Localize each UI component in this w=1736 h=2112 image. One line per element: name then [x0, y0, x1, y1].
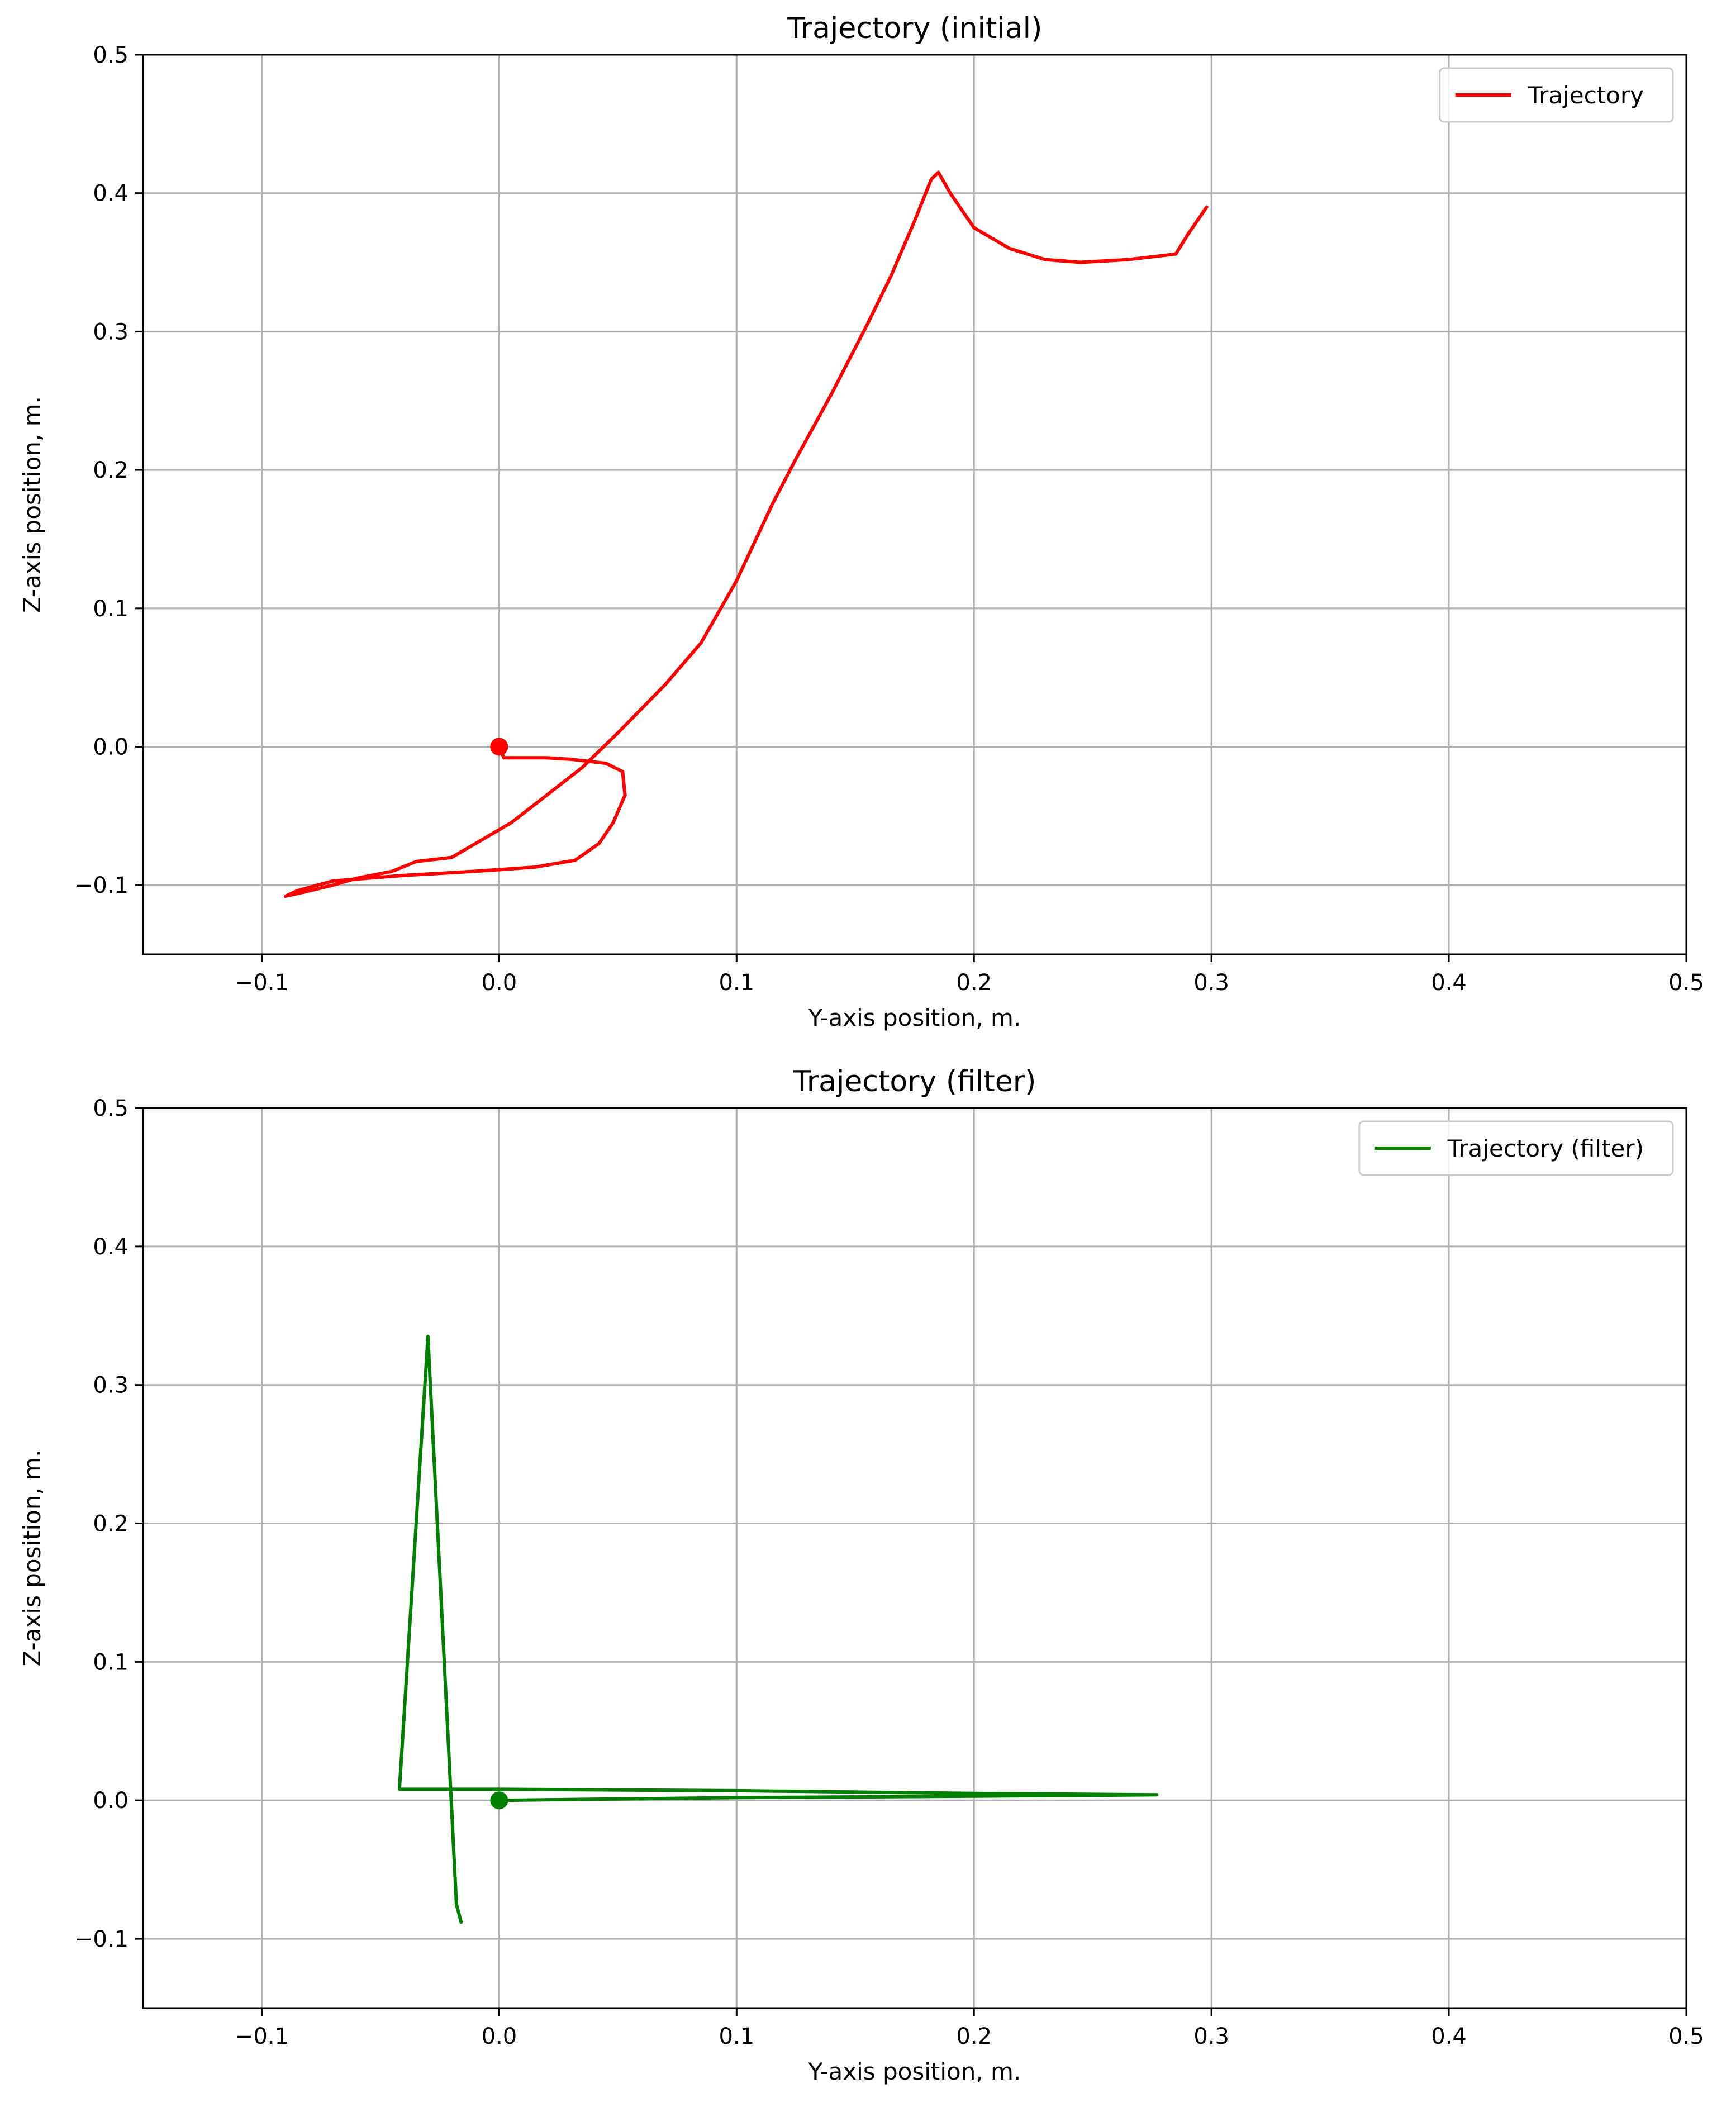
x-tick-label: 0.1: [719, 970, 754, 996]
y-tick-label: 0.2: [93, 458, 129, 483]
x-axis-label: Y-axis position, m.: [808, 2058, 1021, 2085]
y-tick-label: 0.5: [93, 42, 129, 68]
y-tick-label: −0.1: [74, 873, 129, 898]
x-tick-label: 0.4: [1431, 970, 1467, 996]
series-line: [397, 1334, 1159, 1924]
legend-label: Trajectory (filter): [1447, 1135, 1644, 1162]
x-tick-label: 0.4: [1431, 2024, 1467, 2049]
x-axis-label: Y-axis position, m.: [808, 1004, 1021, 1031]
y-tick-label: 0.4: [93, 1234, 129, 1260]
chart-filter: −0.1 0.0 0.1 0.2 0.3 0.4 0.5 −0.1 0.0 0.1 0.2 0.3 0.…: [18, 1065, 1704, 2085]
start-point-marker: [490, 1791, 508, 1810]
x-tick-label: 0.5: [1668, 970, 1704, 996]
chart-title: Trajectory (filter): [793, 1065, 1036, 1098]
plot-area: [142, 1107, 1687, 2009]
plot-area: [142, 54, 1687, 955]
legend: Trajectory (filter): [1358, 1120, 1674, 1176]
legend-box: [1439, 67, 1674, 123]
y-tick-label: 0.2: [93, 1511, 129, 1537]
x-tick-label: 0.0: [482, 2024, 517, 2049]
start-point-marker: [490, 738, 508, 756]
x-tick-label: −0.1: [235, 2024, 289, 2049]
x-tick-label: 0.2: [956, 970, 992, 996]
legend-box: [1358, 1120, 1674, 1176]
y-axis-label: Z-axis position, m.: [18, 396, 46, 613]
y-tick-label: 0.4: [93, 181, 129, 207]
x-tick-label: 0.5: [1668, 2024, 1704, 2049]
y-tick-label: 0.0: [93, 734, 129, 760]
y-tick-label: −0.1: [74, 1927, 129, 1952]
x-tick-label: 0.1: [719, 2024, 754, 2049]
x-tick-label: 0.0: [482, 970, 517, 996]
y-tick-label: 0.3: [93, 319, 129, 345]
y-axis-label: Z-axis position, m.: [18, 1449, 46, 1666]
series-line: [284, 170, 1209, 898]
y-tick-label: 0.3: [93, 1373, 129, 1399]
chart-initial: −0.1 0.0 0.1 0.2 0.3 0.4 0.5 −0.1 0.0 0.1 0.2 0.3 0.…: [18, 12, 1704, 1031]
legend-label: Trajectory: [1528, 82, 1644, 109]
x-tick-label: −0.1: [235, 970, 289, 996]
y-tick-label: 0.0: [93, 1788, 129, 1814]
y-tick-label: 0.1: [93, 1649, 129, 1675]
legend: Trajectory: [1439, 67, 1674, 123]
chart-title: Trajectory (initial): [787, 12, 1043, 45]
x-tick-label: 0.2: [956, 2024, 992, 2049]
x-tick-label: 0.3: [1193, 970, 1229, 996]
y-tick-label: 0.5: [93, 1096, 129, 1121]
x-tick-label: 0.3: [1193, 2024, 1229, 2049]
y-tick-label: 0.1: [93, 596, 129, 622]
